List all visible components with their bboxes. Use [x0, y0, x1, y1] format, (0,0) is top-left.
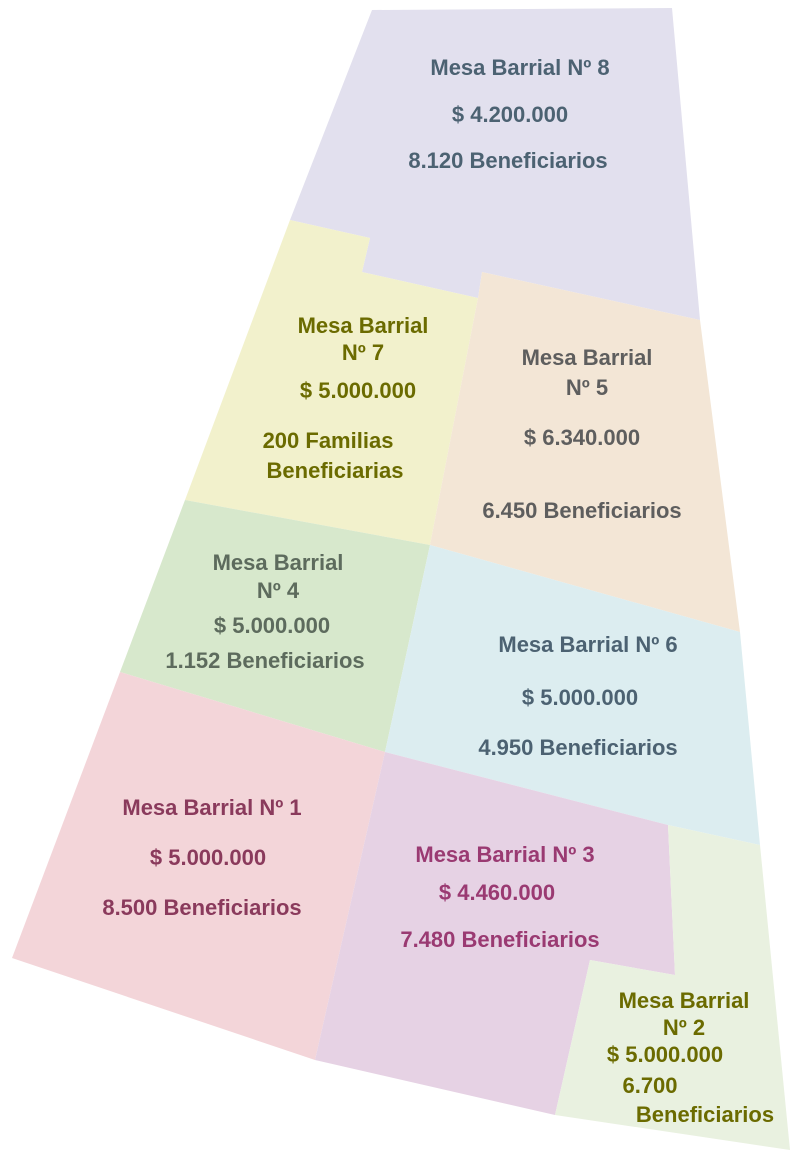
- region-label: 4.950 Beneficiarios: [478, 735, 677, 760]
- region-label: 6.450 Beneficiarios: [482, 498, 681, 523]
- region-label: $ 6.340.000: [524, 425, 640, 450]
- region-label: Beneficiarias: [267, 458, 404, 483]
- region-label: Nº 2: [663, 1015, 705, 1040]
- region-label: Mesa Barrial Nº 8: [430, 55, 609, 80]
- region-7: [185, 220, 478, 545]
- region-label: $ 5.000.000: [522, 685, 638, 710]
- region-label: Nº 5: [566, 375, 608, 400]
- region-8: [290, 8, 700, 320]
- region-label: $ 4.460.000: [439, 880, 555, 905]
- region-label: $ 5.000.000: [150, 845, 266, 870]
- region-label: 6.700: [622, 1073, 677, 1098]
- region-label: Mesa Barrial: [522, 345, 653, 370]
- region-5: [430, 272, 740, 632]
- region-label: 8.120 Beneficiarios: [408, 148, 607, 173]
- region-label: Mesa Barrial: [213, 550, 344, 575]
- region-label: Mesa Barrial: [298, 313, 429, 338]
- region-label: 200 Familias: [263, 428, 394, 453]
- region-4: [120, 500, 430, 752]
- region-3: [315, 752, 675, 1115]
- region-label: Mesa Barrial Nº 1: [122, 795, 301, 820]
- region-label: Beneficiarios: [636, 1102, 774, 1127]
- region-label: 7.480 Beneficiarios: [400, 927, 599, 952]
- region-label: 1.152 Beneficiarios: [165, 648, 364, 673]
- region-label: Nº 7: [342, 340, 384, 365]
- region-2: [555, 825, 790, 1150]
- region-label: $ 5.000.000: [607, 1042, 723, 1067]
- region-label: Mesa Barrial Nº 6: [498, 632, 677, 657]
- region-6: [385, 545, 760, 845]
- region-label: Nº 4: [257, 578, 300, 603]
- region-label: $ 4.200.000: [452, 102, 568, 127]
- region-label: Mesa Barrial Nº 3: [415, 842, 594, 867]
- region-label: $ 5.000.000: [300, 378, 416, 403]
- region-1: [12, 672, 385, 1060]
- region-label: $ 5.000.000: [214, 613, 330, 638]
- region-label: 8.500 Beneficiarios: [102, 895, 301, 920]
- region-label: Mesa Barrial: [619, 988, 750, 1013]
